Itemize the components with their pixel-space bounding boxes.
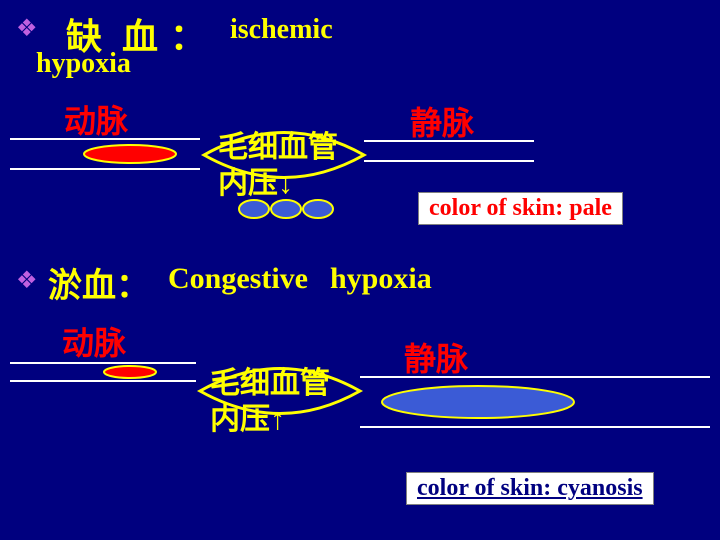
title1-cn-3: ： xyxy=(170,8,206,60)
title1-en: ischemic xyxy=(230,14,333,46)
sec2-vein-line-bot xyxy=(360,426,710,428)
sec2-vein-blood-icon xyxy=(378,382,578,422)
bullet-icon-2: ❖ xyxy=(16,266,38,295)
sec1-vein-line-bot xyxy=(364,160,534,162)
sec2-vein-line-top xyxy=(360,376,710,378)
sec2-left-label: 动脉 xyxy=(62,318,126,364)
sec1-callout-text: color of skin: pale xyxy=(429,195,612,221)
sec1-capillary-blood-icon xyxy=(236,196,336,222)
sec1-capillary-icon xyxy=(196,100,372,210)
sec2-right-label: 静脉 xyxy=(404,334,468,380)
title2-en2: hypoxia xyxy=(330,262,432,296)
sec1-vein-line-top xyxy=(364,140,534,142)
sec2-callout: color of skin: cyanosis xyxy=(406,472,654,505)
title2-en1: Congestive xyxy=(168,262,308,296)
sec1-callout: color of skin: pale xyxy=(418,192,623,225)
sec1-artery-blood-icon xyxy=(80,142,180,166)
title2-cn: 淤血： xyxy=(48,258,150,307)
sec1-artery-line-bot xyxy=(10,168,200,170)
sec2-capillary-icon xyxy=(192,336,368,446)
sec1-left-label: 动脉 xyxy=(64,96,128,142)
sec2-artery-blood-icon xyxy=(100,364,160,380)
sec1-artery-line-top xyxy=(10,138,200,140)
sec2-callout-text: color of skin: cyanosis xyxy=(417,475,643,501)
bullet-icon: ❖ xyxy=(16,14,38,43)
title1-en2: hypoxia xyxy=(36,48,131,80)
sec1-right-label: 静脉 xyxy=(410,98,474,144)
slide-root: { "background_color": "#00007f", "text_c… xyxy=(0,0,720,540)
sec2-artery-line-bot xyxy=(10,380,196,382)
